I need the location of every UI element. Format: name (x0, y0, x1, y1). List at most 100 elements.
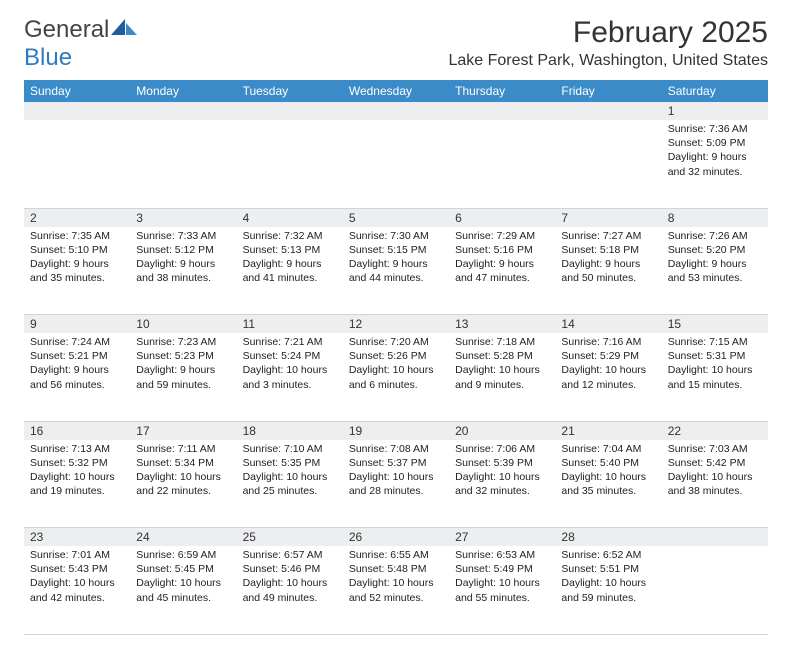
sunrise-text: Sunrise: 7:04 AM (561, 442, 655, 456)
daynum-cell: 9 (24, 315, 130, 334)
day-content: Sunrise: 7:16 AMSunset: 5:29 PMDaylight:… (555, 333, 661, 396)
day-number: 6 (449, 209, 555, 227)
day-cell: Sunrise: 6:53 AMSunset: 5:49 PMDaylight:… (449, 546, 555, 634)
day-cell: Sunrise: 7:23 AMSunset: 5:23 PMDaylight:… (130, 333, 236, 421)
day-cell (237, 120, 343, 208)
daylight-text: Daylight: 9 hours and 59 minutes. (136, 363, 230, 391)
sunrise-text: Sunrise: 7:26 AM (668, 229, 762, 243)
day-content (449, 120, 555, 126)
day-content: Sunrise: 6:59 AMSunset: 5:45 PMDaylight:… (130, 546, 236, 609)
daynum-cell: 14 (555, 315, 661, 334)
daynum-cell (24, 102, 130, 120)
day-cell: Sunrise: 7:30 AMSunset: 5:15 PMDaylight:… (343, 227, 449, 315)
day-content: Sunrise: 7:13 AMSunset: 5:32 PMDaylight:… (24, 440, 130, 503)
daynum-row: 1 (24, 102, 768, 120)
daynum-cell (662, 528, 768, 547)
daynum-cell: 19 (343, 421, 449, 440)
weekday-row: SundayMondayTuesdayWednesdayThursdayFrid… (24, 80, 768, 102)
sunset-text: Sunset: 5:16 PM (455, 243, 549, 257)
day-cell: Sunrise: 7:08 AMSunset: 5:37 PMDaylight:… (343, 440, 449, 528)
daylight-text: Daylight: 10 hours and 6 minutes. (349, 363, 443, 391)
daynum-cell: 16 (24, 421, 130, 440)
day-number: 10 (130, 315, 236, 333)
title-block: February 2025 Lake Forest Park, Washingt… (448, 16, 768, 70)
daynum-cell: 17 (130, 421, 236, 440)
daynum-row: 2345678 (24, 208, 768, 227)
daynum-cell: 11 (237, 315, 343, 334)
daynum-cell: 12 (343, 315, 449, 334)
day-cell: Sunrise: 7:33 AMSunset: 5:12 PMDaylight:… (130, 227, 236, 315)
daylight-text: Daylight: 9 hours and 50 minutes. (561, 257, 655, 285)
sunrise-text: Sunrise: 7:10 AM (243, 442, 337, 456)
day-content: Sunrise: 7:11 AMSunset: 5:34 PMDaylight:… (130, 440, 236, 503)
day-number: 28 (555, 528, 661, 546)
day-number: 19 (343, 422, 449, 440)
daynum-cell: 26 (343, 528, 449, 547)
sunset-text: Sunset: 5:26 PM (349, 349, 443, 363)
daynum-cell: 24 (130, 528, 236, 547)
day-cell: Sunrise: 6:59 AMSunset: 5:45 PMDaylight:… (130, 546, 236, 634)
day-number: 16 (24, 422, 130, 440)
day-content (343, 120, 449, 126)
day-number: 14 (555, 315, 661, 333)
sunset-text: Sunset: 5:34 PM (136, 456, 230, 470)
sunset-text: Sunset: 5:20 PM (668, 243, 762, 257)
calendar-page: GeneralBlue February 2025 Lake Forest Pa… (0, 0, 792, 651)
daylight-text: Daylight: 9 hours and 56 minutes. (30, 363, 124, 391)
day-number (343, 102, 449, 120)
sunset-text: Sunset: 5:48 PM (349, 562, 443, 576)
sunset-text: Sunset: 5:21 PM (30, 349, 124, 363)
brand-logo: GeneralBlue (24, 16, 139, 72)
calendar-body: 1Sunrise: 7:36 AMSunset: 5:09 PMDaylight… (24, 102, 768, 634)
day-content: Sunrise: 7:23 AMSunset: 5:23 PMDaylight:… (130, 333, 236, 396)
day-number: 13 (449, 315, 555, 333)
day-cell: Sunrise: 7:21 AMSunset: 5:24 PMDaylight:… (237, 333, 343, 421)
day-number: 4 (237, 209, 343, 227)
daylight-text: Daylight: 10 hours and 42 minutes. (30, 576, 124, 604)
day-cell: Sunrise: 7:15 AMSunset: 5:31 PMDaylight:… (662, 333, 768, 421)
daylight-text: Daylight: 10 hours and 22 minutes. (136, 470, 230, 498)
sunset-text: Sunset: 5:42 PM (668, 456, 762, 470)
sunset-text: Sunset: 5:45 PM (136, 562, 230, 576)
day-content: Sunrise: 7:32 AMSunset: 5:13 PMDaylight:… (237, 227, 343, 290)
day-cell: Sunrise: 7:29 AMSunset: 5:16 PMDaylight:… (449, 227, 555, 315)
daylight-text: Daylight: 9 hours and 53 minutes. (668, 257, 762, 285)
sunrise-text: Sunrise: 7:35 AM (30, 229, 124, 243)
week-row: Sunrise: 7:35 AMSunset: 5:10 PMDaylight:… (24, 227, 768, 315)
sunrise-text: Sunrise: 7:06 AM (455, 442, 549, 456)
day-number: 26 (343, 528, 449, 546)
sunrise-text: Sunrise: 7:30 AM (349, 229, 443, 243)
daylight-text: Daylight: 10 hours and 12 minutes. (561, 363, 655, 391)
calendar-table: SundayMondayTuesdayWednesdayThursdayFrid… (24, 80, 768, 635)
day-content (662, 546, 768, 552)
daynum-row: 9101112131415 (24, 315, 768, 334)
day-cell: Sunrise: 7:20 AMSunset: 5:26 PMDaylight:… (343, 333, 449, 421)
sunrise-text: Sunrise: 7:18 AM (455, 335, 549, 349)
daylight-text: Daylight: 9 hours and 38 minutes. (136, 257, 230, 285)
brand-part2: Blue (24, 44, 72, 71)
day-content (130, 120, 236, 126)
weekday-header: Thursday (449, 80, 555, 102)
daynum-cell: 8 (662, 208, 768, 227)
day-cell: Sunrise: 7:36 AMSunset: 5:09 PMDaylight:… (662, 120, 768, 208)
day-number: 2 (24, 209, 130, 227)
daylight-text: Daylight: 10 hours and 3 minutes. (243, 363, 337, 391)
daynum-cell: 18 (237, 421, 343, 440)
sunset-text: Sunset: 5:39 PM (455, 456, 549, 470)
sunrise-text: Sunrise: 7:36 AM (668, 122, 762, 136)
sunset-text: Sunset: 5:13 PM (243, 243, 337, 257)
day-number: 25 (237, 528, 343, 546)
weekday-header: Saturday (662, 80, 768, 102)
sunset-text: Sunset: 5:28 PM (455, 349, 549, 363)
sunrise-text: Sunrise: 6:53 AM (455, 548, 549, 562)
day-number: 24 (130, 528, 236, 546)
day-content (555, 120, 661, 126)
daylight-text: Daylight: 10 hours and 45 minutes. (136, 576, 230, 604)
day-number: 8 (662, 209, 768, 227)
daylight-text: Daylight: 10 hours and 15 minutes. (668, 363, 762, 391)
sunset-text: Sunset: 5:43 PM (30, 562, 124, 576)
day-cell: Sunrise: 7:32 AMSunset: 5:13 PMDaylight:… (237, 227, 343, 315)
day-number (555, 102, 661, 120)
day-number (130, 102, 236, 120)
daynum-cell (343, 102, 449, 120)
